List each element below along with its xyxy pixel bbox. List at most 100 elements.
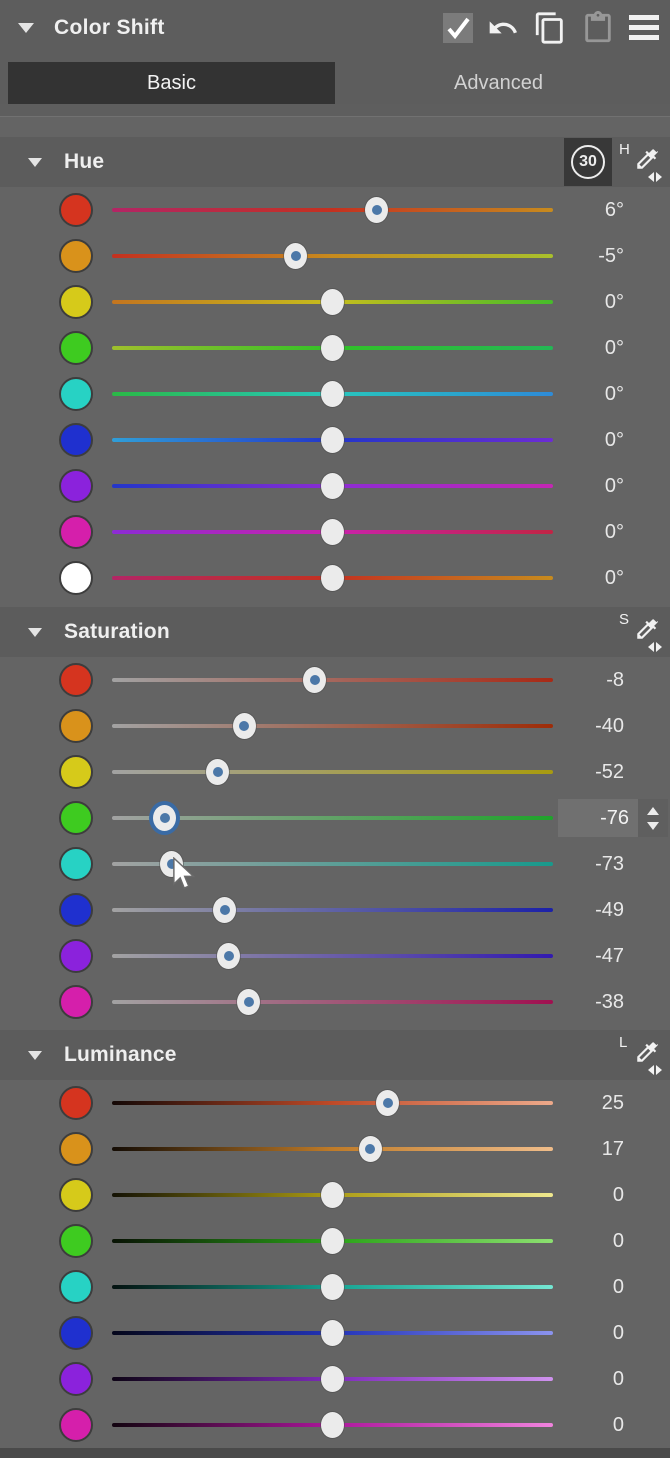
saturation-row-magenta: -38: [0, 979, 670, 1025]
saturation-purple-slider-track[interactable]: [112, 954, 553, 958]
hue-red-slider-track[interactable]: [112, 208, 553, 212]
hue-red-slider-handle[interactable]: [365, 197, 389, 223]
saturation-cyan-value[interactable]: -73: [595, 853, 624, 875]
sections-container: Hue 30 H 6° -5° 0° 0° 0° 0° 0° 0° 0° Saturation S -8 -4…: [0, 137, 670, 1448]
hue-orange-value[interactable]: -5°: [598, 245, 624, 267]
hue-orange-slider-handle[interactable]: [284, 243, 308, 269]
saturation-orange-slider-track[interactable]: [112, 724, 553, 728]
saturation-green-value-input[interactable]: -76: [558, 799, 638, 837]
luminance-cyan-value[interactable]: 0: [612, 1276, 624, 1298]
saturation-yellow-slider-handle[interactable]: [206, 759, 230, 785]
saturation-green-slider-track[interactable]: [112, 816, 553, 820]
hue-row-yellow: 0°: [0, 279, 670, 325]
saturation-yellow-value[interactable]: -52: [595, 761, 624, 783]
green-color-swatch: [59, 331, 93, 365]
tab-basic[interactable]: Basic: [8, 62, 335, 104]
tab-advanced[interactable]: Advanced: [454, 71, 543, 94]
luminance-targeted-picker-button[interactable]: L: [617, 1031, 663, 1079]
hue-blue-value[interactable]: 0°: [604, 429, 624, 451]
hue-green-slider-handle[interactable]: [321, 335, 344, 361]
magenta-color-swatch: [59, 515, 93, 549]
hue-range-button[interactable]: 30: [564, 138, 612, 186]
paste-settings-button[interactable]: [581, 10, 615, 45]
saturation-magenta-slider-track[interactable]: [112, 1000, 553, 1004]
spin-up-icon[interactable]: [647, 806, 659, 815]
hue-yellow-value[interactable]: 0°: [604, 291, 624, 313]
saturation-orange-value[interactable]: -40: [595, 715, 624, 737]
saturation-collapse-icon[interactable]: [28, 627, 42, 637]
hue-green-value[interactable]: 0°: [604, 337, 624, 359]
saturation-red-slider-handle[interactable]: [303, 667, 327, 693]
hue-red-value[interactable]: 6°: [604, 199, 624, 221]
undo-button[interactable]: [487, 12, 519, 44]
hue-magenta-value[interactable]: 0°: [604, 521, 624, 543]
luminance-red-slider-handle[interactable]: [376, 1090, 400, 1116]
luminance-orange-slider-handle[interactable]: [358, 1136, 382, 1162]
hue-white-slider-handle[interactable]: [321, 565, 344, 591]
luminance-yellow-value[interactable]: 0: [612, 1184, 624, 1206]
hue-collapse-icon[interactable]: [28, 157, 42, 167]
luminance-orange-slider-track[interactable]: [112, 1147, 553, 1151]
luminance-section-label: Luminance: [64, 1043, 177, 1066]
luminance-red-value[interactable]: 25: [601, 1092, 624, 1114]
saturation-red-value[interactable]: -8: [606, 669, 624, 691]
saturation-purple-value[interactable]: -47: [595, 945, 624, 967]
saturation-cyan-slider-track[interactable]: [112, 862, 553, 866]
saturation-section-label: Saturation: [64, 620, 170, 643]
enabled-checkbox[interactable]: [443, 12, 473, 43]
luminance-blue-value[interactable]: 0: [612, 1322, 624, 1344]
hue-purple-value[interactable]: 0°: [604, 475, 624, 497]
luminance-collapse-icon[interactable]: [28, 1050, 42, 1060]
hue-targeted-picker-button[interactable]: H: [617, 138, 663, 186]
hue-magenta-slider-handle[interactable]: [321, 519, 344, 545]
saturation-yellow-slider-track[interactable]: [112, 770, 553, 774]
hue-row-white: 0°: [0, 555, 670, 601]
luminance-blue-slider-handle[interactable]: [321, 1320, 344, 1346]
luminance-row-yellow: 0: [0, 1172, 670, 1218]
spin-down-icon[interactable]: [647, 821, 659, 830]
saturation-red-slider-track[interactable]: [112, 678, 553, 682]
luminance-row-purple: 0: [0, 1356, 670, 1402]
luminance-row-orange: 17: [0, 1126, 670, 1172]
saturation-blue-slider-track[interactable]: [112, 908, 553, 912]
saturation-green-slider-handle[interactable]: [153, 805, 177, 831]
copy-settings-button[interactable]: [533, 11, 567, 45]
luminance-yellow-slider-handle[interactable]: [321, 1182, 344, 1208]
luminance-red-slider-track[interactable]: [112, 1101, 553, 1105]
saturation-magenta-value[interactable]: -38: [595, 991, 624, 1013]
hue-white-value[interactable]: 0°: [604, 567, 624, 589]
hue-yellow-slider-handle[interactable]: [321, 289, 344, 315]
luminance-green-value[interactable]: 0: [612, 1230, 624, 1252]
hue-cyan-slider-handle[interactable]: [321, 381, 344, 407]
hue-cyan-value[interactable]: 0°: [604, 383, 624, 405]
hue-row-red: 6°: [0, 187, 670, 233]
luminance-row-red: 25: [0, 1080, 670, 1126]
luminance-magenta-value[interactable]: 0: [612, 1414, 624, 1436]
saturation-row-yellow: -52: [0, 749, 670, 795]
luminance-cyan-slider-handle[interactable]: [321, 1274, 344, 1300]
left-right-arrows-icon: [648, 1065, 662, 1075]
luminance-purple-value[interactable]: 0: [612, 1368, 624, 1390]
saturation-row-purple: -47: [0, 933, 670, 979]
luminance-green-slider-handle[interactable]: [321, 1228, 344, 1254]
saturation-targeted-picker-button[interactable]: S: [617, 608, 663, 656]
luminance-magenta-slider-handle[interactable]: [321, 1412, 344, 1438]
saturation-blue-slider-handle[interactable]: [213, 897, 236, 923]
hue-orange-slider-track[interactable]: [112, 254, 553, 258]
saturation-green-value-spinbox[interactable]: -76: [558, 799, 668, 837]
saturation-orange-slider-handle[interactable]: [232, 713, 256, 739]
saturation-magenta-slider-handle[interactable]: [237, 989, 261, 1015]
hue-purple-slider-handle[interactable]: [321, 473, 344, 499]
hue-blue-slider-handle[interactable]: [321, 427, 344, 453]
magenta-color-swatch: [59, 985, 93, 1019]
saturation-purple-slider-handle[interactable]: [217, 943, 241, 969]
collapse-panel-icon[interactable]: [18, 22, 34, 33]
menu-button[interactable]: [629, 15, 659, 40]
hue-row-blue: 0°: [0, 417, 670, 463]
hue-row-purple: 0°: [0, 463, 670, 509]
luminance-purple-slider-handle[interactable]: [321, 1366, 344, 1392]
luminance-orange-value[interactable]: 17: [601, 1138, 624, 1160]
copy-icon: [535, 11, 563, 44]
saturation-blue-value[interactable]: -49: [595, 899, 624, 921]
